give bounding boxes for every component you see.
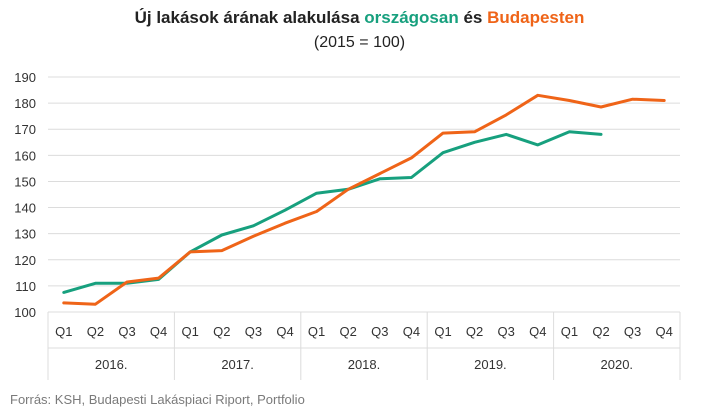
y-tick-label: 130 — [14, 227, 36, 242]
chart-subtitle: (2015 = 100) — [313, 34, 406, 51]
x-tick-label: Q4 — [656, 324, 673, 339]
x-tick-label: Q1 — [561, 324, 578, 339]
title-green-highlight: országosan — [364, 8, 459, 27]
y-tick-label: 170 — [14, 122, 36, 137]
year-label: 2018. — [348, 357, 381, 372]
x-tick-label: Q4 — [403, 324, 420, 339]
chart-title: Új lakások árának alakulása országosan é… — [0, 8, 719, 28]
series-layer — [62, 93, 666, 306]
y-tick-label: 140 — [14, 201, 36, 216]
x-tick-label: Q2 — [592, 324, 609, 339]
x-tick-label: Q2 — [87, 324, 104, 339]
x-tick-label: Q2 — [466, 324, 483, 339]
y-tick-label: 160 — [14, 148, 36, 163]
year-label: 2019. — [474, 357, 507, 372]
year-label: 2016. — [95, 357, 128, 372]
axis-layer: 100 110 120 130 140 150 160 170 180 190 Q1 Q2 Q3 Q4 Q1… — [14, 70, 673, 372]
y-tick-label: 150 — [14, 174, 36, 189]
x-tick-label: Q3 — [118, 324, 135, 339]
x-tick-label: Q1 — [182, 324, 199, 339]
title-middle: és — [458, 8, 488, 27]
grid-layer — [47, 76, 681, 380]
y-tick-label: 120 — [14, 253, 36, 268]
series-line-orange — [62, 93, 666, 306]
year-label: 2020. — [601, 357, 634, 372]
y-tick-label: 100 — [14, 305, 36, 320]
x-tick-label: Q3 — [371, 324, 388, 339]
x-tick-label: Q4 — [276, 324, 293, 339]
x-tick-label: Q2 — [340, 324, 357, 339]
x-tick-label: Q1 — [55, 324, 72, 339]
x-tick-label: Q2 — [213, 324, 230, 339]
y-tick-label: 180 — [14, 96, 36, 111]
x-tick-label: Q4 — [529, 324, 546, 339]
y-tick-label: 190 — [14, 70, 36, 85]
source-note: Forrás: KSH, Budapesti Lakáspiaci Riport… — [10, 392, 305, 407]
x-tick-label: Q1 — [308, 324, 325, 339]
x-tick-label: Q1 — [434, 324, 451, 339]
y-tick-label: 110 — [15, 279, 36, 294]
x-tick-label: Q3 — [624, 324, 641, 339]
x-tick-label: Q3 — [498, 324, 515, 339]
year-label: 2017. — [221, 357, 254, 372]
title-orange-highlight: Budapesten — [487, 8, 585, 27]
x-tick-label: Q3 — [245, 324, 262, 339]
x-tick-label: Q4 — [150, 324, 167, 339]
series-line-green — [62, 130, 603, 294]
title-prefix: Új lakások árának alakulása — [134, 8, 365, 27]
